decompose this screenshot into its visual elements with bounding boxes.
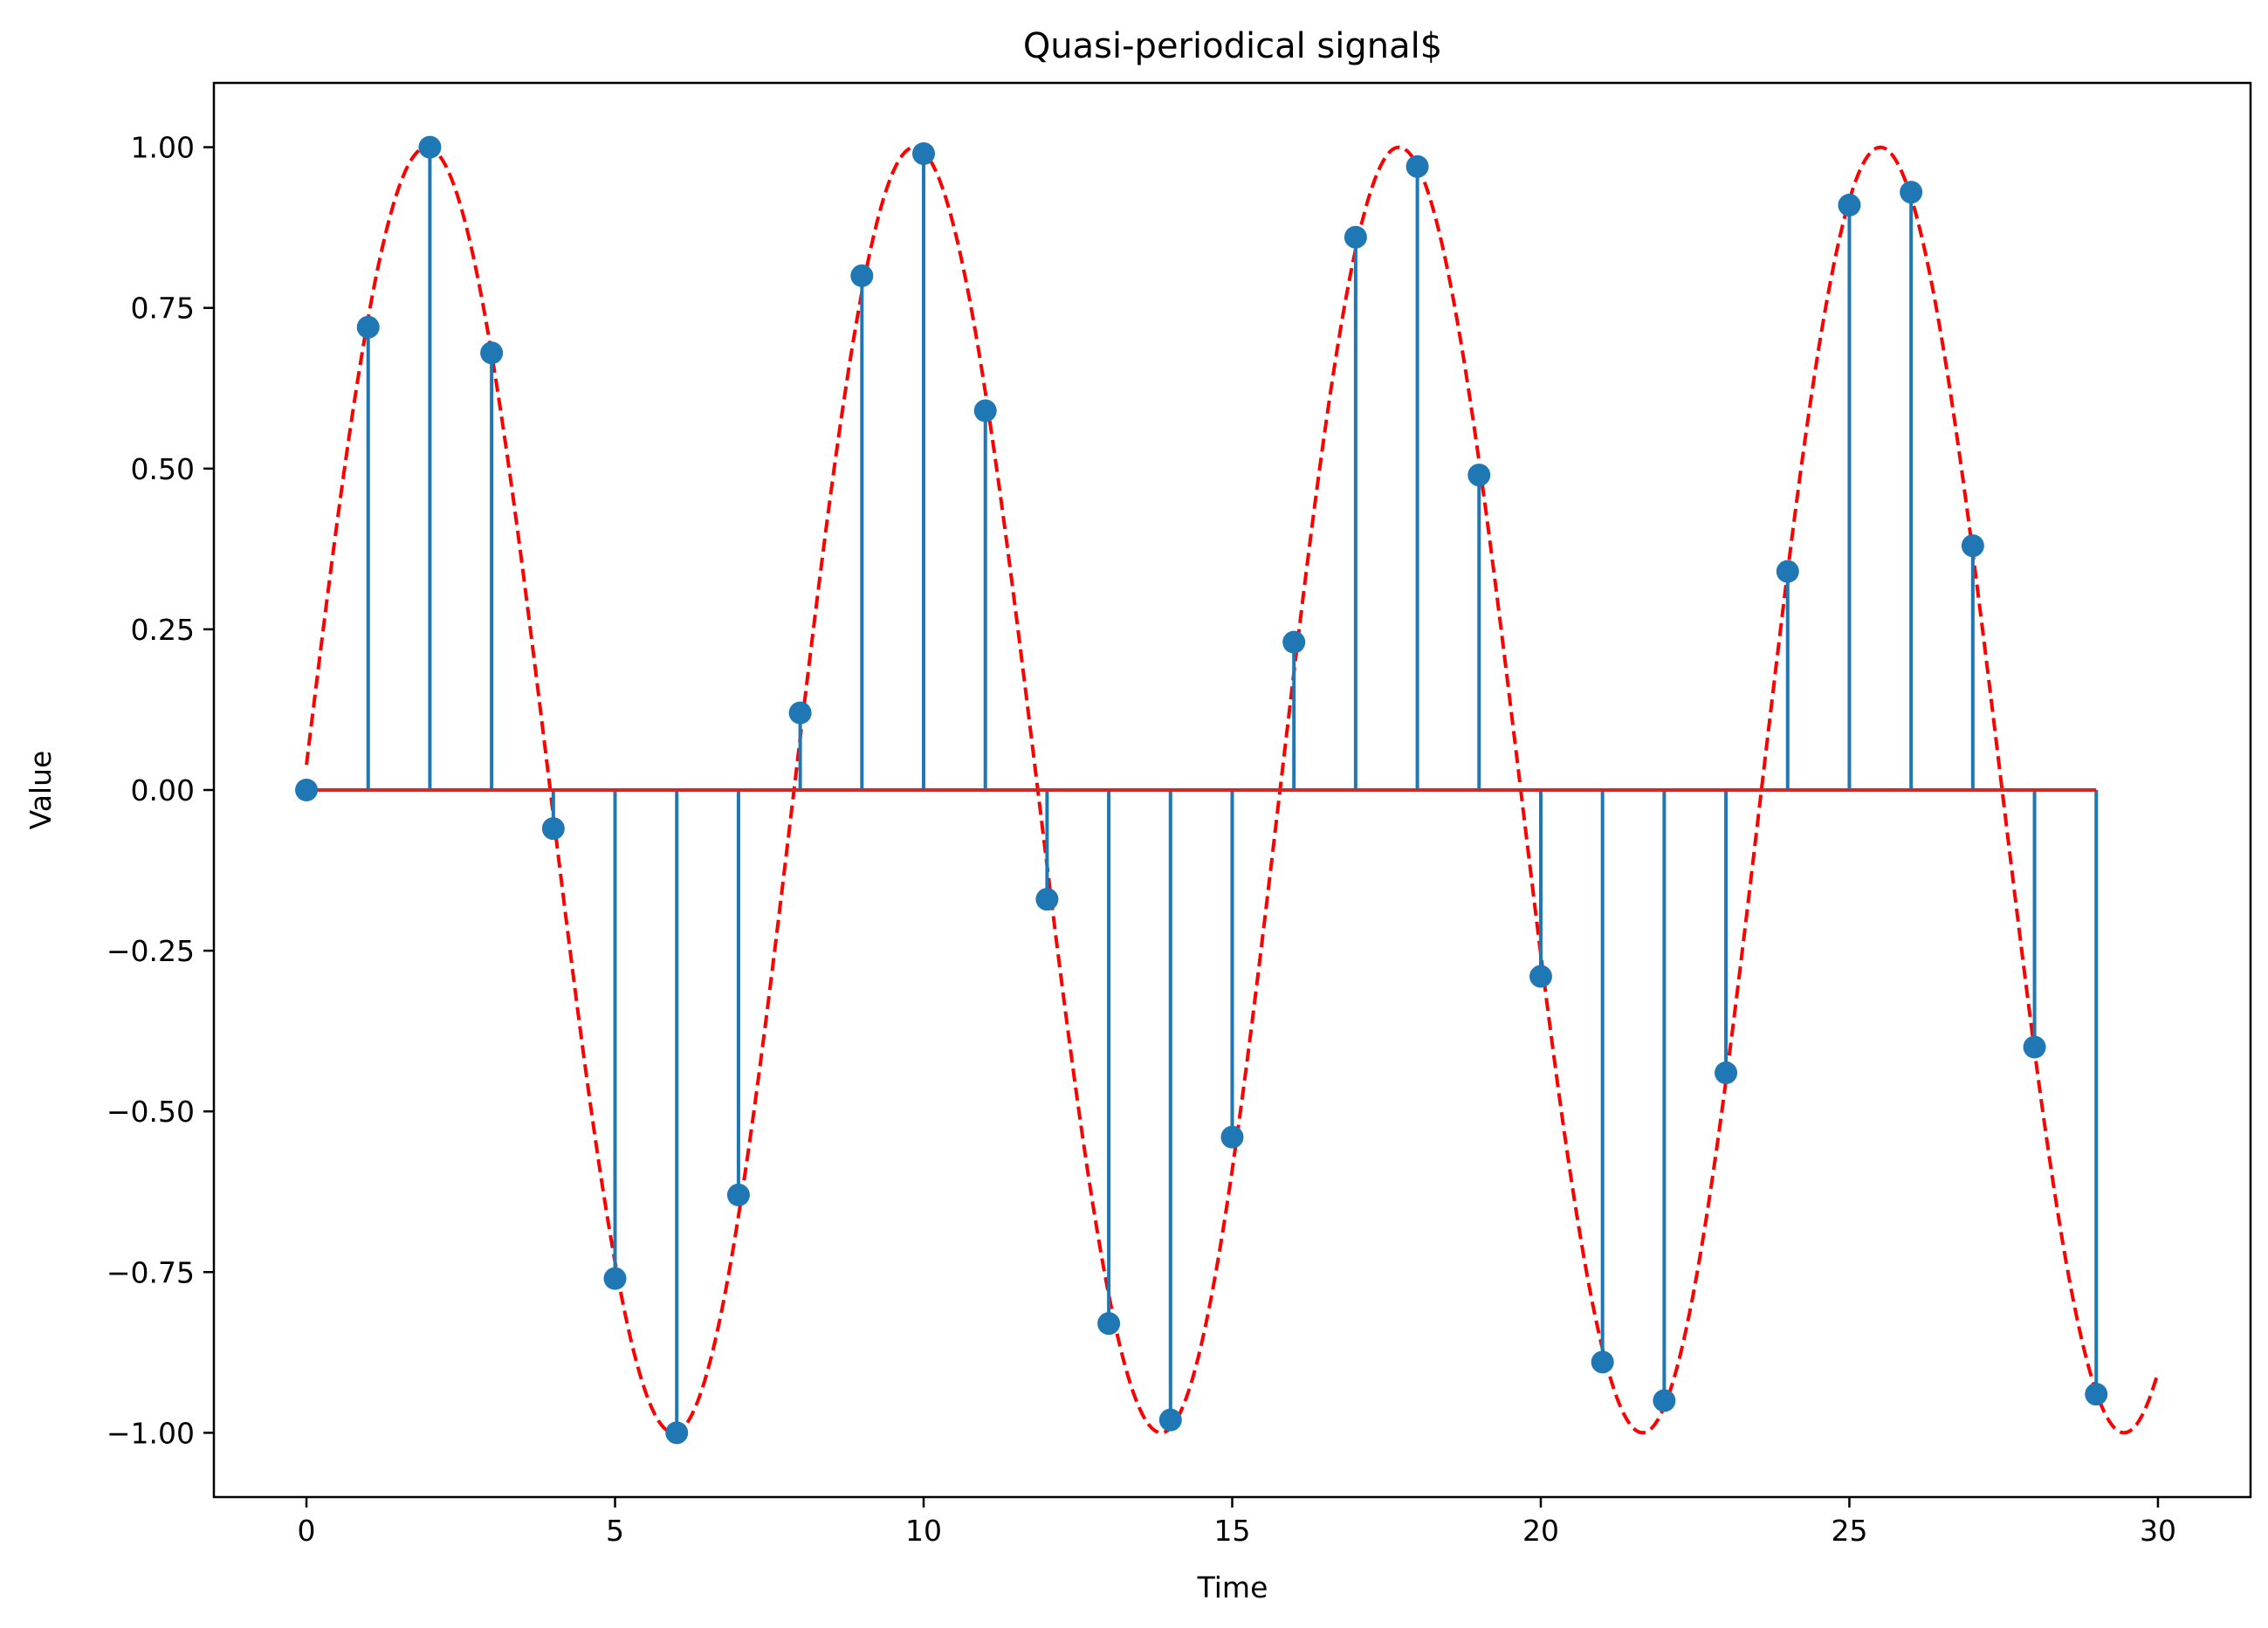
stem-series [366, 147, 2099, 1433]
stem-marker [295, 779, 319, 801]
x-tick-label: 20 [1522, 1514, 1559, 1548]
y-tick-label: 0.25 [131, 613, 195, 647]
stem-marker [912, 142, 936, 165]
stem-marker [788, 701, 812, 725]
y-tick-label: 0.50 [131, 452, 195, 486]
stem-marker [1961, 534, 1984, 558]
y-tick-label: 0.75 [131, 292, 195, 326]
stem-marker [1097, 1312, 1121, 1336]
stem-marker [1220, 1125, 1244, 1149]
stem-markers [295, 135, 2108, 1445]
x-tick-label: 5 [606, 1514, 624, 1548]
x-tick-label: 25 [1831, 1514, 1867, 1548]
y-axis-label: Value [24, 751, 58, 830]
stem-marker [1282, 630, 1306, 654]
stem-marker [1529, 965, 1552, 988]
y-tick-label: 1.00 [131, 131, 195, 165]
y-tick-label: −0.25 [107, 934, 195, 968]
stem-marker [1715, 1061, 1738, 1084]
stem-marker [1900, 181, 1923, 204]
x-tick-label: 30 [2140, 1514, 2176, 1548]
stem-marker [356, 315, 380, 339]
stem-marker [850, 264, 874, 287]
stem-marker [1776, 560, 1799, 583]
stem-marker [973, 399, 997, 422]
y-tick-label: 0.00 [131, 773, 195, 807]
stem-marker [480, 341, 504, 365]
chart-title: Quasi-periodical signal$ [1023, 26, 1442, 66]
stem-marker [2085, 1383, 2108, 1406]
y-tick-label: −1.00 [107, 1416, 195, 1450]
stem-marker [1838, 193, 1861, 216]
stem-marker [541, 817, 565, 841]
stem-marker [418, 135, 442, 159]
stem-marker [2023, 1035, 2046, 1059]
y-tick-label: −0.75 [107, 1255, 195, 1289]
stem-marker [1344, 225, 1367, 249]
x-axis-label: Time [1197, 1570, 1268, 1604]
x-tick-label: 15 [1214, 1514, 1251, 1548]
stem-marker [1405, 155, 1429, 178]
axes: 0 5 10 15 20 25 30 1.00 0.75 0.50 0.25 0.00 −0.25 −0.… [107, 81, 2252, 1548]
x-tick-label: 10 [905, 1514, 942, 1548]
stem-marker [1591, 1350, 1614, 1374]
stem-marker [665, 1421, 689, 1445]
y-tick-label: −0.50 [107, 1095, 195, 1129]
stem-marker [726, 1183, 750, 1206]
stem-marker [603, 1267, 627, 1290]
stem-marker [1467, 464, 1491, 487]
stem-marker [1035, 888, 1059, 911]
x-tick-label: 0 [298, 1514, 316, 1548]
stem-marker [1158, 1408, 1182, 1432]
stem-marker [1653, 1389, 1676, 1412]
